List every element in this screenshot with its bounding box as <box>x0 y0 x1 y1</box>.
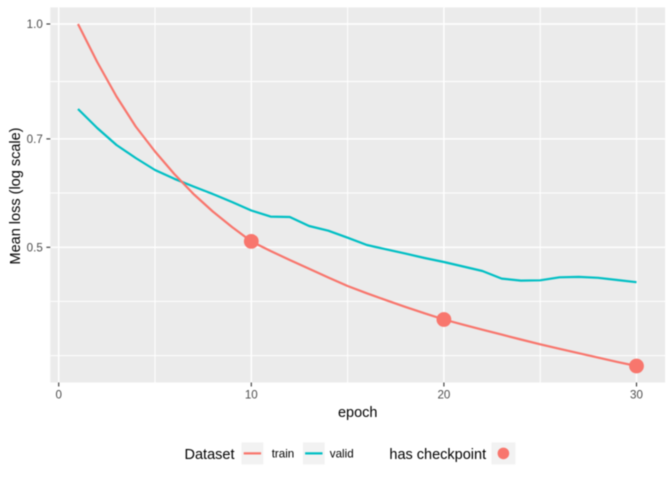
svg-text:valid: valid <box>330 448 354 461</box>
svg-text:train: train <box>272 448 295 461</box>
svg-text:10: 10 <box>245 389 258 402</box>
svg-text:0.5: 0.5 <box>27 241 43 254</box>
svg-text:0: 0 <box>55 389 61 402</box>
svg-text:Mean loss (log scale): Mean loss (log scale) <box>8 128 24 265</box>
svg-text:30: 30 <box>630 389 643 402</box>
svg-text:Dataset: Dataset <box>185 447 235 463</box>
svg-text:1.0: 1.0 <box>27 18 43 31</box>
svg-text:epoch: epoch <box>338 405 378 421</box>
svg-text:0.7: 0.7 <box>27 133 43 146</box>
svg-text:20: 20 <box>437 389 450 402</box>
svg-text:has checkpoint: has checkpoint <box>389 447 486 463</box>
